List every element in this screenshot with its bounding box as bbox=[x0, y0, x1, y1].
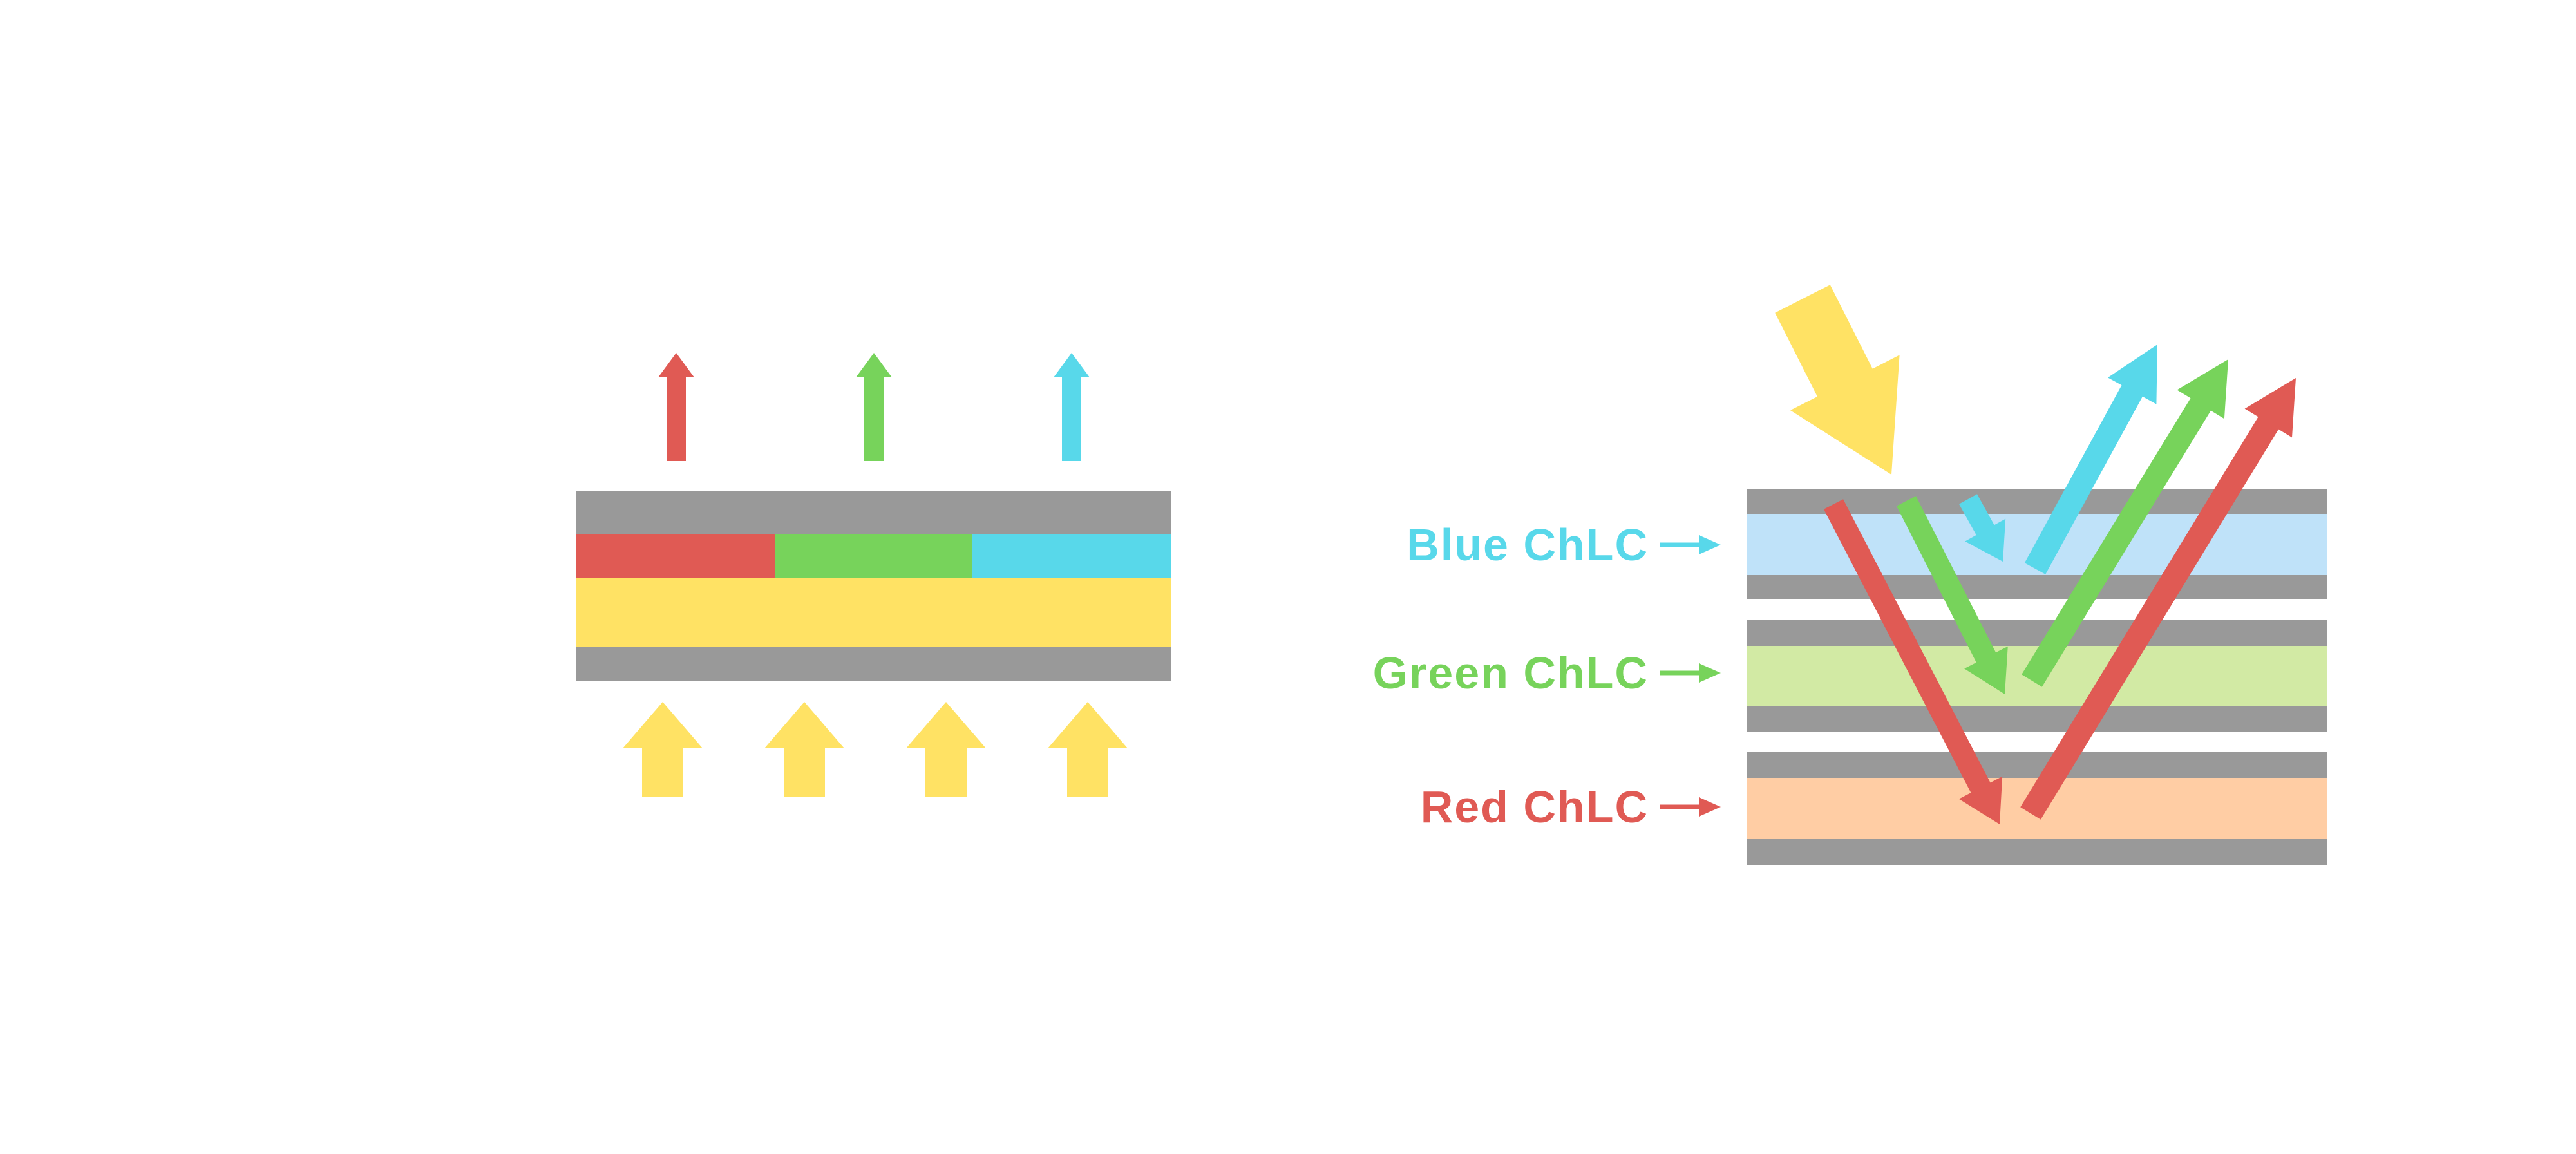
backlight-arrow-2 bbox=[764, 702, 844, 797]
stacked-chlc-reflection-diagram: Blue ChLC Green ChLC Red ChLC bbox=[1373, 285, 2327, 865]
top-substrate-plate bbox=[576, 491, 1171, 534]
blue-chlc-label-pointer-arrow bbox=[1660, 535, 1721, 554]
blue-reflected-beam bbox=[2024, 345, 2157, 574]
substrate-bar-6 bbox=[1747, 839, 2327, 865]
red-reflected-beam bbox=[2020, 378, 2296, 820]
substrate-bar-3 bbox=[1747, 620, 2327, 646]
red-pixel-segment bbox=[576, 534, 775, 578]
backlight-arrow-1 bbox=[623, 702, 703, 797]
blue-chlc-label: Blue ChLC bbox=[1406, 520, 1649, 570]
substrate-bar-2 bbox=[1747, 575, 2327, 599]
backlight-arrow-3 bbox=[906, 702, 986, 797]
green-pixel-segment bbox=[775, 534, 972, 578]
green-chlc-label: Green ChLC bbox=[1373, 648, 1649, 698]
blue-output-arrow bbox=[1054, 353, 1090, 461]
red-chlc-label-pointer-arrow bbox=[1660, 797, 1721, 817]
substrate-bar-5 bbox=[1747, 752, 2327, 778]
backlight-arrow-4 bbox=[1048, 702, 1128, 797]
blue-pixel-segment bbox=[972, 534, 1171, 578]
green-reflected-beam bbox=[2022, 359, 2228, 687]
green-transmitted-beam bbox=[1896, 496, 2008, 694]
blue-transmitted-beam bbox=[1959, 494, 2006, 562]
incident-white-light-arrow bbox=[1775, 285, 1900, 475]
red-chlc-label: Red ChLC bbox=[1421, 782, 1649, 832]
bottom-substrate-plate bbox=[576, 647, 1171, 681]
green-output-arrow bbox=[856, 353, 892, 461]
red-transmitted-beam bbox=[1823, 499, 2003, 824]
backlit-rgb-display-diagram bbox=[576, 353, 1171, 797]
red-output-arrow bbox=[658, 353, 694, 461]
substrate-bar-4 bbox=[1747, 706, 2327, 732]
green-chlc-label-pointer-arrow bbox=[1660, 663, 1721, 683]
backlight-layer bbox=[576, 578, 1171, 647]
